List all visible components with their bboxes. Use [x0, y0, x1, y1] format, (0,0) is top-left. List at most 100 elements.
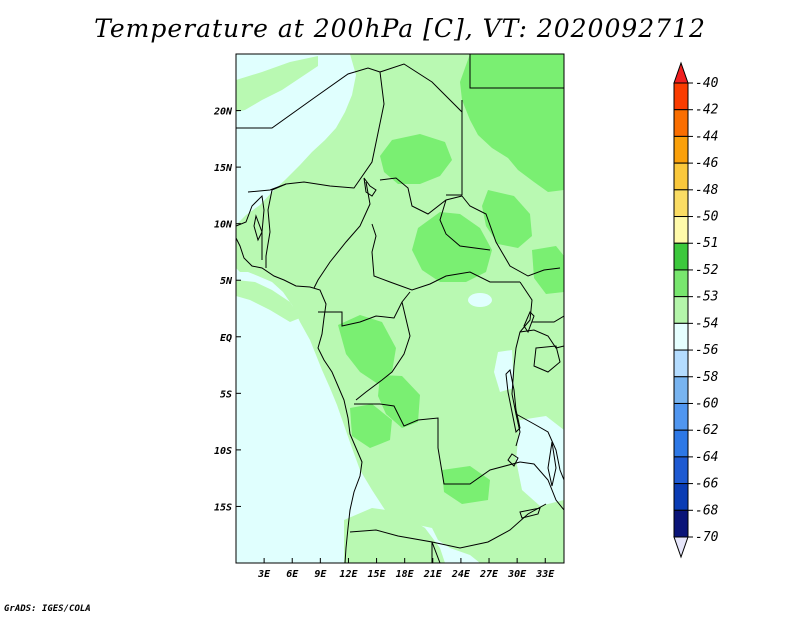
- lat-tick-label: 15N: [214, 163, 233, 174]
- colorbar-label: -64: [695, 450, 718, 465]
- map-ticks: 3E 6E 9E 12E 15E 18E 21E 24E 27E 30E 33E 20N 15N 10N 5…: [213, 107, 555, 580]
- field-m54-pocket-lake: [494, 350, 514, 392]
- colorbar-segment: [673, 189, 689, 218]
- border-uganda: [532, 315, 564, 323]
- field-m52-southwest: [350, 404, 392, 448]
- colorbar-label: -40: [695, 76, 719, 91]
- colorbar-segment: [673, 296, 689, 324]
- colorbar-label: -42: [695, 103, 719, 118]
- lake-tanganyika: [505, 368, 521, 434]
- map-panel: [236, 54, 564, 563]
- lake-kariba: [519, 507, 541, 519]
- lon-tick-label: 18E: [396, 569, 415, 580]
- colorbar-segment: [673, 242, 689, 271]
- lat-tick-label: 5S: [220, 389, 232, 400]
- map-title: Temperature at 200hPa [C], VT: 202009271…: [94, 14, 706, 43]
- border-zambia: [431, 503, 547, 549]
- border-angola-south: [349, 529, 441, 563]
- colorbar-segment: [673, 483, 689, 511]
- colorbar-segment: [673, 376, 689, 404]
- lake-chad: [363, 177, 377, 197]
- colorbar-segment: [673, 216, 689, 244]
- colorbar-segment: [673, 162, 689, 191]
- lon-tick-label: 9E: [314, 569, 327, 580]
- lon-tick-label: 6E: [286, 569, 299, 580]
- lat-tick-label: 5N: [220, 276, 233, 287]
- lon-tick-label: 27E: [479, 569, 499, 580]
- colorbar-segment: [673, 82, 689, 111]
- field-m52-sudan: [482, 190, 532, 248]
- colorbar-segment: [673, 456, 689, 485]
- colorbar-label: -60: [695, 396, 719, 411]
- lake-volta: [253, 214, 263, 242]
- colorbar-label: -66: [695, 477, 719, 492]
- colorbar-bottom-triangle: [673, 536, 689, 559]
- colorbar-segment: [673, 509, 689, 538]
- border-angola-drc: [354, 403, 521, 485]
- colorbar-label: -54: [695, 316, 718, 331]
- field-m52-central: [378, 375, 420, 428]
- colorbar-label: -46: [695, 156, 719, 171]
- field-m54-pocket-north: [236, 112, 270, 162]
- border-ghana: [247, 183, 287, 193]
- border-nigeria: [265, 183, 287, 268]
- country-boundaries: [236, 54, 564, 563]
- colorbar-segment: [673, 429, 689, 458]
- colorbar-label: -51: [695, 236, 718, 251]
- field-m53-main: [236, 54, 564, 563]
- border-egypt: [469, 54, 564, 89]
- lon-tick-label: 30E: [507, 569, 527, 580]
- border-sudan: [461, 195, 561, 277]
- colorbar-label: -62: [695, 423, 719, 438]
- border-niger-north: [379, 63, 463, 114]
- border-niger-south: [285, 71, 385, 189]
- field-m52-chad: [380, 134, 452, 184]
- colorbar-label: -48: [695, 183, 719, 198]
- border-mozambique: [519, 461, 564, 511]
- lon-tick-label: 24E: [451, 569, 471, 580]
- lat-tick-label: EQ: [220, 333, 232, 344]
- border-libya-chad: [446, 112, 463, 196]
- colorbar-segment: [673, 349, 689, 378]
- colorbar-segment: [673, 402, 689, 431]
- colorbar-segment: [673, 322, 689, 351]
- colorbar-label: -68: [695, 503, 719, 518]
- map-frame: [235, 53, 565, 564]
- colorbar: -40 -42 -44 -46 -48 -50 -51 -52 -53 -54 -56 -58 -60 -…: [673, 61, 719, 559]
- border-nigeria-cameroon: [313, 181, 371, 289]
- colorbar-label: -53: [695, 290, 718, 305]
- lon-tick-label: 12E: [339, 569, 358, 580]
- colorbar-segment: [673, 109, 689, 137]
- lat-tick-label: 20N: [213, 107, 233, 118]
- border-algeria-mali: [236, 67, 381, 129]
- lake-mweru: [507, 453, 519, 467]
- colorbar-label: -50: [695, 210, 719, 225]
- border-cameroon-gabon: [318, 291, 411, 327]
- field-m54-pocket-center: [468, 293, 492, 307]
- border-tanzania: [515, 413, 564, 481]
- colorbar-label: -58: [695, 370, 719, 385]
- colorbar-top-triangle: [673, 61, 689, 84]
- lake-malawi: [547, 441, 557, 487]
- lake-victoria: [533, 345, 561, 373]
- lon-tick-label: 33E: [535, 569, 555, 580]
- lakes: [253, 177, 561, 519]
- field-m52-congo: [338, 315, 396, 384]
- border-car: [371, 223, 520, 291]
- lake-albert: [523, 311, 535, 334]
- colorbar-label: -70: [695, 530, 719, 545]
- field-m54-pocket-east: [516, 416, 564, 506]
- field-m53-coast-strip: [236, 280, 300, 322]
- lon-tick-label: 3E: [257, 569, 271, 580]
- colorbar-label: -56: [695, 343, 719, 358]
- grads-credit: GrADS: IGES/COLA: [4, 604, 91, 614]
- colorbar-label: -44: [695, 129, 718, 144]
- border-congo-drc: [355, 301, 411, 401]
- lat-tick-label: 10S: [214, 446, 232, 457]
- border-drc-east: [511, 281, 533, 447]
- field-m52-south: [442, 466, 490, 504]
- lon-tick-label: 21E: [423, 569, 443, 580]
- border-sudan-ss: [439, 199, 491, 251]
- colorbar-label: -52: [695, 263, 719, 278]
